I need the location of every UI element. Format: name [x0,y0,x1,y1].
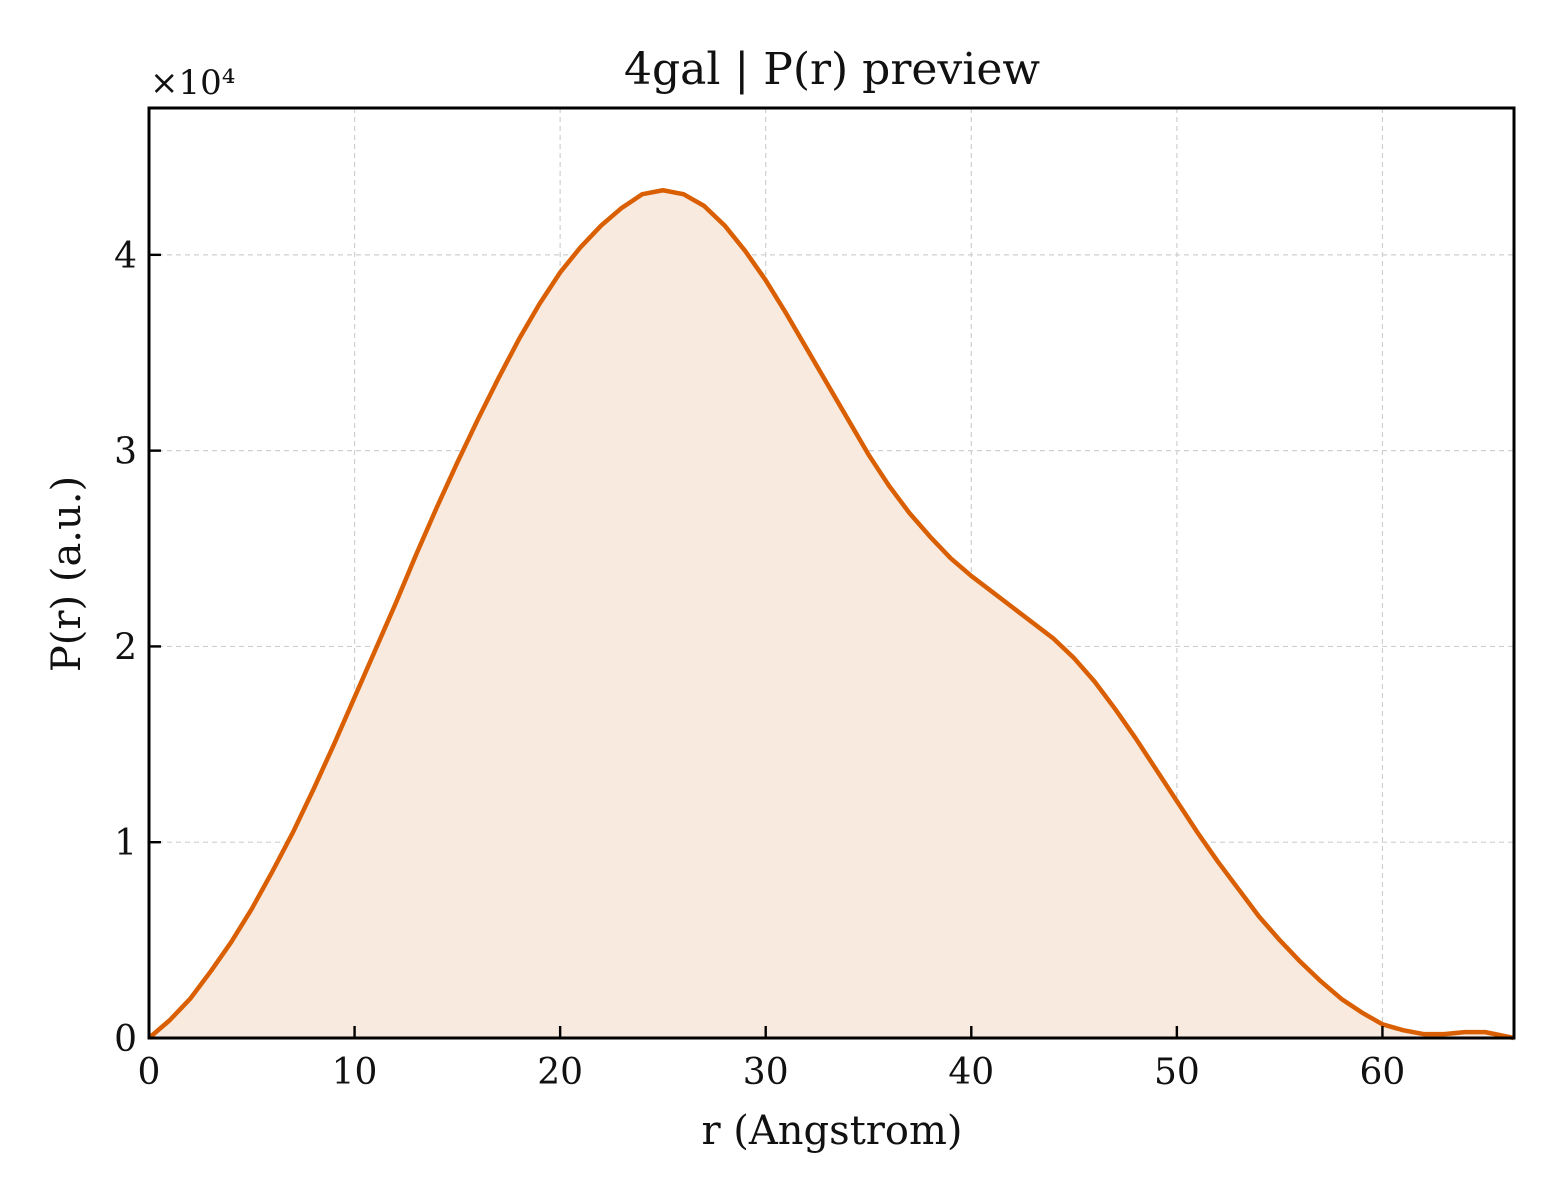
y-tick-label: 2 [114,627,137,668]
y-tick-label: 3 [114,432,137,473]
x-tick-label: 20 [537,1052,583,1093]
y-tick-label: 0 [114,1019,137,1060]
x-tick-label: 30 [743,1052,789,1093]
y-tick-label: 1 [114,823,137,864]
y-axis-label: P(r) (a.u.) [44,476,90,672]
x-tick-label: 60 [1360,1052,1406,1093]
plot-frame [147,106,1516,1040]
x-axis-label: r (Angstrom) [701,1108,962,1154]
x-tick-label: 50 [1154,1052,1200,1093]
y-tick-label: 4 [114,236,137,277]
axis-ticks: 0 10 20 30 40 50 60 0 1 2 3 4 [114,236,1405,1093]
pr-series-line [147,187,1515,1041]
x-tick-label: 0 [138,1052,161,1093]
x-tick-label: 10 [332,1052,378,1093]
pr-area-fill [149,190,1514,1039]
chart-title: 4gal | P(r) preview [624,44,1040,95]
y-axis-multiplier: ×10⁴ [150,63,235,103]
x-tick-label: 40 [948,1052,994,1093]
